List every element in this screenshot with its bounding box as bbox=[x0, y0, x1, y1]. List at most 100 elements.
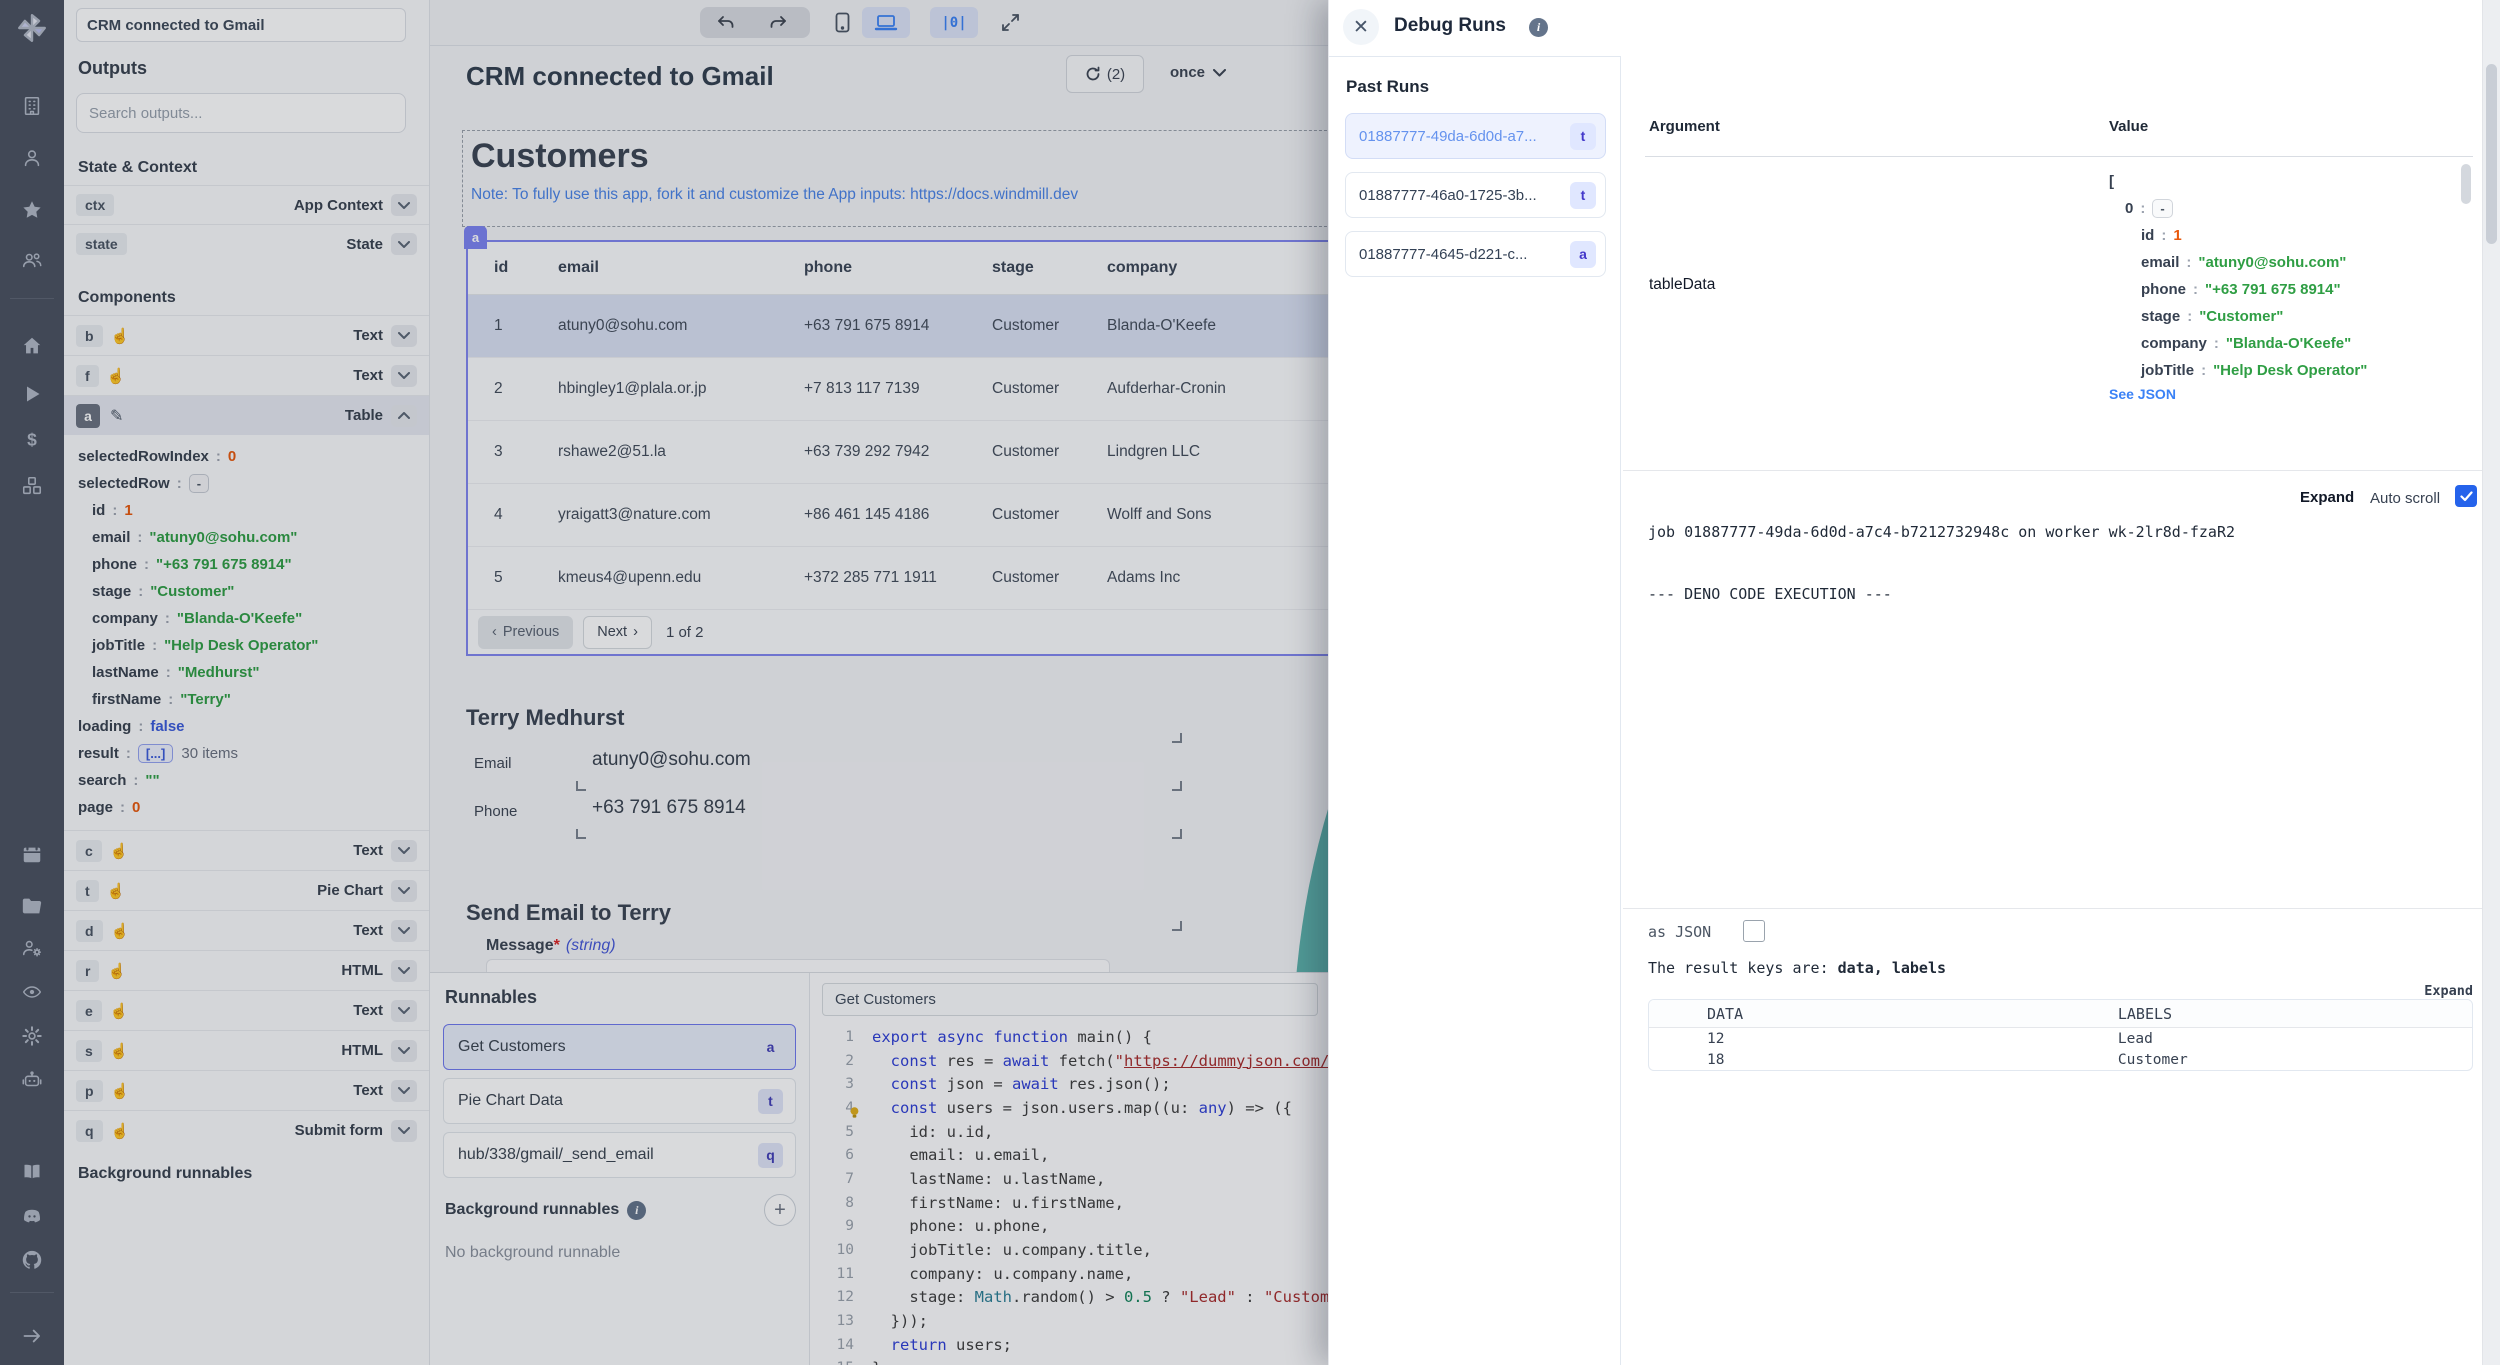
component-row-t[interactable]: t ☝ Pie Chart bbox=[64, 870, 429, 910]
eye-icon[interactable] bbox=[0, 972, 64, 1012]
code-line-15[interactable]: 15 } bbox=[810, 1357, 1331, 1365]
code-line-10[interactable]: 10 jobTitle: u.company.title, bbox=[810, 1238, 1331, 1262]
undo-button[interactable] bbox=[700, 7, 752, 38]
code-line-14[interactable]: 14 return users; bbox=[810, 1333, 1331, 1357]
log-expand-link[interactable]: Expand bbox=[2300, 489, 2355, 506]
arrow-right-icon[interactable] bbox=[0, 1316, 64, 1356]
column-header-email[interactable]: email bbox=[558, 259, 599, 276]
output-loading[interactable]: loading: false bbox=[78, 718, 185, 735]
json-row[interactable]: [ bbox=[2109, 173, 2114, 190]
output-email[interactable]: email: "atuny0@sohu.com" bbox=[92, 529, 298, 546]
code-line-8[interactable]: 8 firstName: u.firstName, bbox=[810, 1191, 1331, 1215]
code-line-3[interactable]: 3 const json = await res.json(); bbox=[810, 1072, 1331, 1096]
output-id[interactable]: id:1 bbox=[92, 502, 133, 519]
mobile-preview-button[interactable] bbox=[826, 7, 858, 38]
runnable-name-input[interactable] bbox=[822, 983, 1318, 1016]
discord-icon[interactable] bbox=[0, 1196, 64, 1236]
output-page[interactable]: page:0 bbox=[78, 799, 141, 816]
component-row-c[interactable]: c ☝ Text bbox=[64, 830, 429, 870]
folder-icon[interactable] bbox=[0, 886, 64, 926]
next-page-button[interactable]: Next › bbox=[583, 615, 652, 649]
json-row[interactable]: phone: "+63 791 675 8914" bbox=[2141, 281, 2341, 298]
windmill-logo-icon[interactable] bbox=[0, 8, 64, 48]
resize-handle[interactable] bbox=[576, 781, 586, 791]
runnable-item[interactable]: hub/338/gmail/_send_email q bbox=[443, 1132, 796, 1178]
code-line-2[interactable]: 2 const res = await fetch("https://dummy… bbox=[810, 1049, 1348, 1073]
see-json-link[interactable]: See JSON bbox=[2109, 386, 2176, 402]
column-header-id[interactable]: id bbox=[494, 259, 509, 276]
code-editor[interactable]: 1 export async function main() { 2 const… bbox=[810, 1025, 1348, 1365]
desktop-preview-button[interactable] bbox=[862, 7, 910, 38]
code-line-12[interactable]: 12 stage: Math.random() > 0.5 ? "Lead" :… bbox=[810, 1286, 1339, 1310]
output-selectedRow[interactable]: selectedRow: - bbox=[64, 470, 429, 497]
component-row-f[interactable]: f ☝ Text bbox=[64, 355, 429, 395]
chevron-down-icon[interactable] bbox=[391, 194, 417, 216]
table-row[interactable]: 3 rshawe2@51.la +63 739 292 7942 Customer Li… bbox=[468, 421, 1331, 484]
output-search[interactable]: search: "" bbox=[78, 772, 160, 789]
message-textarea[interactable] bbox=[486, 959, 1110, 972]
column-header-stage[interactable]: stage bbox=[992, 259, 1034, 276]
drawer-scrollbar[interactable] bbox=[2482, 0, 2500, 1365]
chevron-down-icon[interactable] bbox=[391, 959, 417, 982]
close-icon[interactable]: ✕ bbox=[1343, 9, 1379, 45]
past-run-item[interactable]: 01887777-46a0-1725-3b... t bbox=[1345, 172, 1606, 218]
column-header-company[interactable]: company bbox=[1107, 259, 1178, 276]
user-icon[interactable] bbox=[0, 138, 64, 178]
chevron-down-icon[interactable] bbox=[391, 1119, 417, 1142]
robot-icon[interactable] bbox=[0, 1060, 64, 1100]
redo-button[interactable] bbox=[752, 7, 804, 38]
previous-page-button[interactable]: ‹ Previous bbox=[478, 615, 574, 649]
book-icon[interactable] bbox=[0, 1152, 64, 1192]
code-line-6[interactable]: 6 email: u.email, bbox=[810, 1143, 1331, 1167]
run-mode-select[interactable]: once bbox=[1164, 63, 1232, 82]
as-json-checkbox[interactable] bbox=[1743, 920, 1765, 942]
pencil-icon[interactable]: ✎ bbox=[110, 407, 124, 425]
gear-icon[interactable] bbox=[0, 1016, 64, 1056]
output-result[interactable]: result: [...] 30 items bbox=[78, 744, 239, 763]
table-row[interactable]: 5 kmeus4@upenn.edu +372 285 771 1911 Custom… bbox=[468, 547, 1331, 610]
component-row-e[interactable]: e ☝ Text bbox=[64, 990, 429, 1030]
column-header-phone[interactable]: phone bbox=[804, 259, 852, 276]
chevron-down-icon[interactable] bbox=[391, 839, 417, 862]
output-firstName[interactable]: firstName: "Terry" bbox=[92, 691, 231, 708]
component-row-d[interactable]: d ☝ Text bbox=[64, 910, 429, 950]
json-row[interactable]: email: "atuny0@sohu.com" bbox=[2141, 254, 2347, 271]
json-row[interactable]: id:1 bbox=[2141, 227, 2182, 244]
lightbulb-icon[interactable] bbox=[848, 1106, 861, 1119]
chevron-down-icon[interactable] bbox=[391, 879, 417, 902]
boxes-icon[interactable] bbox=[0, 466, 64, 506]
resize-handle[interactable] bbox=[1172, 733, 1182, 743]
component-row-b[interactable]: b ☝ Text bbox=[64, 315, 429, 355]
code-line-11[interactable]: 11 company: u.company.name, bbox=[810, 1262, 1331, 1286]
component-row-s[interactable]: s ☝ HTML bbox=[64, 1030, 429, 1070]
component-row-p[interactable]: p ☝ Text bbox=[64, 1070, 429, 1110]
runnable-item[interactable]: Pie Chart Data t bbox=[443, 1078, 796, 1124]
user-gear-icon[interactable] bbox=[0, 928, 64, 968]
context-row-ctx[interactable]: ctx App Context bbox=[64, 185, 429, 224]
json-scrollbar[interactable] bbox=[2461, 164, 2471, 204]
code-line-9[interactable]: 9 phone: u.phone, bbox=[810, 1215, 1331, 1239]
output-selectedRowIndex[interactable]: selectedRowIndex:0 bbox=[78, 448, 237, 465]
building-icon[interactable] bbox=[0, 86, 64, 126]
output-company[interactable]: company: "Blanda-O'Keefe" bbox=[92, 610, 303, 627]
context-row-state[interactable]: state State bbox=[64, 224, 429, 263]
app-title-input[interactable] bbox=[76, 8, 406, 42]
component-row-r[interactable]: r ☝ HTML bbox=[64, 950, 429, 990]
json-row[interactable]: jobTitle: "Help Desk Operator" bbox=[2141, 362, 2368, 379]
email-value[interactable]: atuny0@sohu.com bbox=[592, 749, 751, 770]
output-jobTitle[interactable]: jobTitle: "Help Desk Operator" bbox=[92, 637, 319, 654]
chevron-down-icon[interactable] bbox=[391, 324, 417, 347]
code-line-5[interactable]: 5 id: u.id, bbox=[810, 1120, 1331, 1144]
chevron-up-icon[interactable] bbox=[391, 404, 417, 427]
json-row[interactable]: company: "Blanda-O'Keefe" bbox=[2141, 335, 2352, 352]
search-outputs-input[interactable] bbox=[76, 93, 406, 133]
component-row-q[interactable]: q ☝ Submit form bbox=[64, 1110, 429, 1150]
result-expand-link[interactable]: Expand bbox=[2424, 983, 2473, 999]
table-row[interactable]: 4 yraigatt3@nature.com +86 461 145 4186 Cus… bbox=[468, 484, 1331, 547]
runnable-item[interactable]: Get Customers a bbox=[443, 1024, 796, 1070]
code-line-7[interactable]: 7 lastName: u.lastName, bbox=[810, 1167, 1331, 1191]
resize-handle[interactable] bbox=[1172, 829, 1182, 839]
output-phone[interactable]: phone: "+63 791 675 8914" bbox=[92, 556, 292, 573]
chevron-down-icon[interactable] bbox=[391, 1039, 417, 1062]
past-run-item[interactable]: 01887777-4645-d221-c... a bbox=[1345, 231, 1606, 277]
